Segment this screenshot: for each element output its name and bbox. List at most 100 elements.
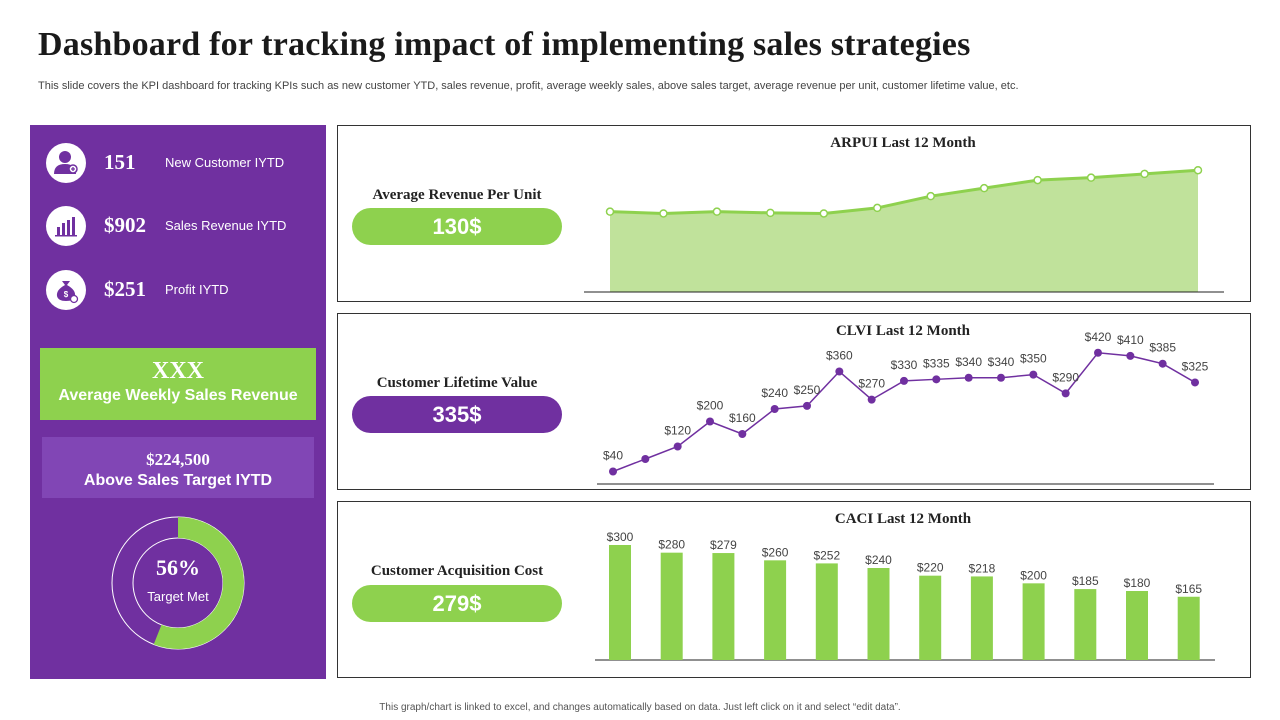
clv-point: [609, 467, 617, 476]
money-bag-icon: $: [46, 270, 86, 310]
clv-point: [738, 430, 747, 438]
target-met-value: 56%: [156, 555, 200, 580]
clv-point: [900, 376, 908, 385]
cac-bar: [609, 545, 631, 660]
cac-chart-title: CACI Last 12 Month: [834, 511, 972, 527]
arpu-point: [605, 207, 615, 216]
arpu-point: [979, 183, 989, 193]
cac-bar: [712, 553, 735, 660]
cac-data-label: $218: [969, 561, 996, 575]
svg-text:$: $: [64, 290, 69, 299]
clv-point: [964, 373, 973, 382]
clv-point: [1061, 389, 1070, 398]
page-subtitle: This slide covers the KPI dashboard for …: [38, 80, 1019, 92]
cac-bar: [867, 568, 890, 660]
cac-bar: [815, 563, 838, 660]
clv-point: [932, 375, 941, 384]
kpi-label: New Customer IYTD: [165, 155, 285, 170]
kpi-sales-revenue: $902 Sales Revenue IYTD: [46, 206, 316, 246]
kpi-value: 151: [104, 150, 136, 174]
clv-point: [706, 417, 714, 426]
clv-point: [1126, 351, 1135, 360]
clv-value-pill: 335$: [352, 396, 562, 433]
clv-point: [867, 395, 876, 404]
clv-panel: Customer Lifetime Value 335$ CLVI Last 1…: [337, 313, 1251, 490]
clv-point: [641, 455, 650, 463]
clv-point: [1094, 348, 1102, 357]
clv-data-label: $240: [761, 386, 788, 400]
cac-data-label: $240: [865, 553, 892, 567]
cac-bar: [1074, 589, 1097, 660]
page-title: Dashboard for tracking impact of impleme…: [38, 26, 971, 63]
clv-point: [997, 373, 1005, 382]
arpu-point: [659, 209, 668, 218]
cac-bar: [1022, 583, 1045, 660]
clv-point: [1158, 359, 1167, 368]
cac-data-label: $200: [1020, 568, 1047, 582]
kpi-label: Sales Revenue IYTD: [165, 218, 287, 233]
clv-data-label: $160: [729, 411, 756, 425]
kpi-new-customer: 151 New Customer IYTD: [46, 143, 316, 183]
clv-data-label: $270: [858, 377, 885, 391]
cac-data-label: $252: [813, 548, 840, 562]
kpi-value: $251: [104, 277, 146, 301]
arpu-point: [1140, 169, 1149, 179]
kpi-label: Profit IYTD: [165, 282, 229, 297]
arpu-point: [766, 208, 775, 218]
above-target-label: Above Sales Target IYTD: [83, 472, 273, 489]
weekly-sales-value: XXX: [152, 358, 204, 384]
arpu-point: [819, 209, 829, 218]
user-plus-icon: [46, 143, 86, 183]
clv-point: [1191, 378, 1199, 387]
arpu-point: [1086, 173, 1096, 182]
cac-bar: [1126, 591, 1148, 660]
arpu-area-fill: [610, 170, 1198, 292]
cac-bar: [970, 576, 993, 660]
arpu-point: [1193, 165, 1203, 175]
cac-label: Customer Acquisition Cost: [370, 563, 544, 579]
cac-data-label: $165: [1175, 582, 1202, 596]
cac-data-label: $280: [658, 538, 685, 552]
clv-label: Customer Lifetime Value: [376, 375, 538, 391]
cac-bar: [660, 552, 683, 660]
arpu-panel: Average Revenue Per Unit 130$ ARPUI Last…: [337, 125, 1251, 302]
target-met-arc: [153, 517, 244, 649]
footer-note: This graph/chart is linked to excel, and…: [379, 702, 901, 713]
arpu-point: [712, 207, 722, 216]
clv-line-chart: $40 $120 $200 $160 $240 $250 $360 $270 $330 $335 $…: [597, 330, 1214, 485]
above-target-card: $224,500 Above Sales Target IYTD: [42, 437, 314, 498]
average-weekly-sales-card: XXX Average Weekly Sales Revenue: [40, 348, 316, 420]
cac-panel: Customer Acquisition Cost 279$ CACI Last…: [337, 501, 1251, 678]
clv-data-label: $410: [1117, 333, 1144, 347]
clv-data-label: $335: [923, 356, 950, 370]
cac-data-label: $260: [762, 545, 789, 559]
clv-data-label: $250: [794, 383, 821, 397]
clv-data-label: $200: [697, 399, 724, 413]
cac-bar: [919, 575, 942, 660]
clv-data-label: $120: [664, 424, 691, 438]
arpu-point: [926, 191, 935, 201]
clv-chart-title: CLVI Last 12 Month: [835, 323, 971, 339]
clv-data-label: $290: [1052, 370, 1079, 384]
clv-data-label: $330: [891, 358, 918, 372]
clv-data-label: $350: [1020, 352, 1047, 366]
cac-data-label: $279: [710, 538, 737, 552]
clv-data-label: $325: [1182, 359, 1209, 373]
clv-data-label: $340: [955, 355, 982, 369]
arpu-chart-title: ARPUI Last 12 Month: [830, 135, 976, 151]
arpu-point: [873, 203, 882, 213]
weekly-sales-label: Average Weekly Sales Revenue: [58, 387, 298, 404]
target-met-donut: [111, 516, 245, 650]
target-met-label: Target Met: [147, 589, 209, 604]
above-target-value: $224,500: [146, 450, 210, 469]
cac-bar: [764, 560, 787, 660]
kpi-value: $902: [104, 213, 146, 237]
kpi-profit: $ $251 Profit IYTD: [46, 270, 316, 310]
cac-data-label: $185: [1072, 574, 1099, 588]
arpu-label: Average Revenue Per Unit: [372, 187, 542, 203]
clv-point: [803, 401, 811, 410]
cac-data-label: $220: [917, 561, 944, 575]
clv-point: [835, 367, 844, 376]
cac-bar-chart: $300 $280 $279 $260 $252 $240 $220 $218 $200 $185…: [595, 530, 1215, 661]
clv-data-label: $360: [826, 349, 853, 363]
